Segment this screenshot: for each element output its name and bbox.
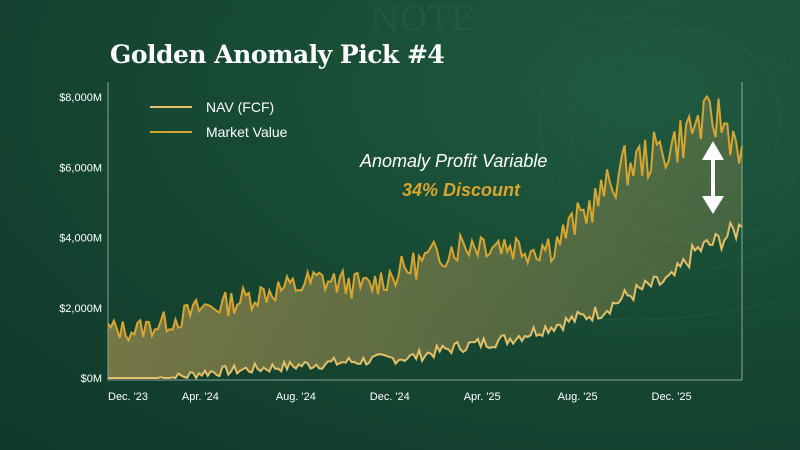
x-tick-label: Apr. '25 [464, 391, 501, 403]
x-tick-label: Aug. '24 [276, 391, 316, 403]
y-tick-label: $2,000M [59, 303, 102, 315]
x-tick-label: Aug. '25 [558, 391, 598, 403]
y-tick-label: $6,000M [59, 162, 102, 174]
x-axis-ticks: Dec. '23 Apr. '24 Aug. '24 Dec. '24 Apr. '25… [108, 391, 692, 403]
legend-label-nav: NAV (FCF) [206, 99, 274, 115]
x-tick-label: Dec. '23 [108, 391, 148, 403]
nav-series-line [108, 220, 743, 380]
market-value-series-line [107, 94, 743, 343]
annotation-title: Anomaly Profit Variable [359, 151, 547, 171]
y-tick-label: $8,000M [59, 92, 102, 104]
x-tick-label: Dec. '24 [370, 391, 410, 403]
x-tick-label: Dec. '25 [652, 391, 692, 403]
page-title: Golden Anomaly Pick #4 [110, 40, 445, 69]
discount-gap-area [108, 96, 742, 378]
y-tick-label: $0M [81, 373, 102, 385]
discount-double-arrow-icon [702, 141, 724, 214]
legend: NAV (FCF) Market Value [150, 99, 288, 140]
legend-label-market-value: Market Value [206, 124, 288, 140]
y-axis-ticks: $0M $2,000M $4,000M $6,000M $8,000M [59, 92, 102, 385]
y-tick-label: $4,000M [59, 233, 102, 245]
x-tick-label: Apr. '24 [182, 391, 219, 403]
annotation-discount: 34% Discount [402, 180, 521, 200]
